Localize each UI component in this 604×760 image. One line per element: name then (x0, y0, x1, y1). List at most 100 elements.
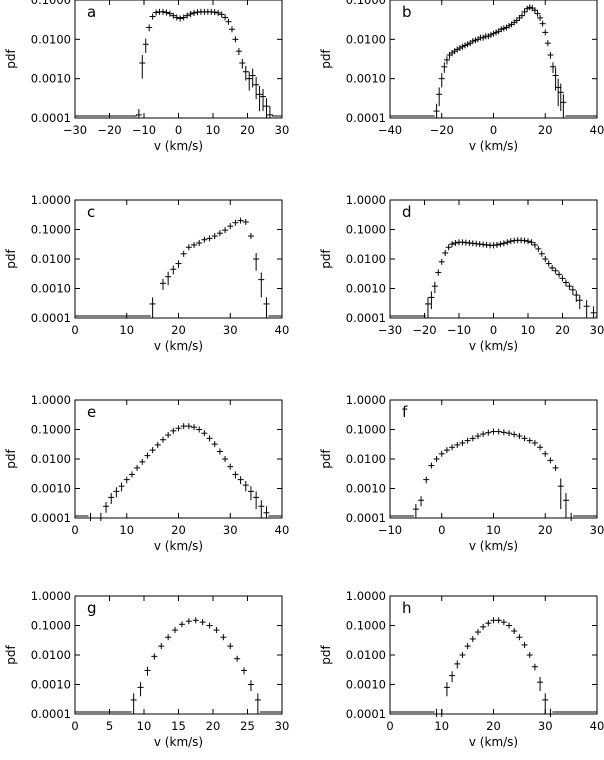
data-point (206, 622, 213, 629)
data-point (196, 426, 203, 433)
data-point (500, 429, 507, 436)
data-point (237, 217, 244, 224)
x-tick-label: 40 (275, 523, 290, 537)
data-point (462, 42, 469, 49)
x-tick-label: −30 (63, 123, 87, 137)
plot-frame (389, 0, 598, 119)
data-point (516, 634, 523, 641)
x-tick-label: 20 (171, 523, 186, 537)
data-point (166, 10, 173, 17)
data-point (490, 617, 497, 624)
chart-panel-e: 0 10 20 30 40 0.0001 0.0010 0.0100 0.1000 1.0000 v… (4, 393, 289, 553)
data-point (225, 18, 232, 25)
data-point (531, 241, 538, 248)
data-point (253, 77, 260, 100)
x-axis-label: v (km/s) (154, 539, 203, 553)
data-point (256, 86, 263, 112)
data-point (165, 432, 172, 439)
data-point (185, 244, 192, 251)
x-tick-label: −40 (378, 123, 402, 137)
y-tick-label: 0.0010 (346, 72, 386, 86)
data-point (562, 493, 569, 518)
y-tick-label: 1.0000 (31, 393, 71, 407)
data-point (246, 71, 253, 91)
y-axis-label: pdf (319, 645, 333, 665)
data-point (172, 627, 179, 634)
x-tick-label: 20 (171, 323, 186, 337)
y-axis-label: pdf (4, 449, 18, 469)
data-point (500, 25, 507, 32)
y-tick-label: 0.1000 (346, 619, 386, 633)
data-point (128, 471, 135, 478)
y-tick-label: 0.0010 (346, 282, 386, 296)
data-point (537, 444, 544, 451)
data-point (547, 457, 554, 464)
data-point (435, 269, 442, 276)
x-tick-label: 40 (275, 323, 290, 337)
data-point (211, 9, 218, 16)
x-tick-label: 30 (538, 719, 553, 733)
data-point (552, 464, 559, 471)
data-point (184, 12, 191, 19)
data-point (456, 45, 463, 52)
y-tick-label: 1.0000 (346, 393, 386, 407)
x-tick-label: 10 (434, 719, 449, 733)
data-point (487, 31, 494, 38)
data-point (521, 237, 528, 244)
data-point (569, 286, 576, 296)
chart-panel-c: 0 10 20 30 40 0.0001 0.0010 0.0100 0.1000 1.0000 v… (4, 193, 289, 353)
data-point (438, 72, 445, 88)
data-point (134, 464, 141, 471)
data-point (550, 62, 557, 73)
data-point (196, 239, 203, 246)
data-point (144, 666, 151, 676)
panel-label: d (402, 203, 412, 221)
data-point (253, 252, 260, 271)
y-tick-label: 0.1000 (31, 0, 71, 7)
x-axis-label: v (km/s) (469, 539, 518, 553)
data-point (242, 480, 249, 492)
data-point (170, 427, 177, 434)
data-point (556, 271, 563, 278)
x-tick-label: 30 (590, 523, 604, 537)
data-point (227, 223, 234, 230)
y-axis-label: pdf (319, 49, 333, 69)
y-tick-label: 0.1000 (346, 0, 386, 7)
data-point (526, 652, 533, 658)
panel-label: b (402, 3, 412, 21)
data-point (495, 428, 502, 435)
x-tick-label: 0 (490, 123, 497, 137)
data-point (506, 22, 513, 29)
y-tick-label: 0.0001 (31, 707, 71, 721)
panel-label: f (402, 403, 408, 421)
y-tick-label: 0.1000 (346, 423, 386, 437)
y-tick-label: 1.0000 (346, 589, 386, 603)
data-point (232, 36, 239, 43)
data-point (187, 11, 194, 18)
data-point (590, 306, 597, 318)
data-point (485, 429, 492, 436)
data-point (539, 20, 546, 27)
data-point (480, 431, 487, 438)
data-point (443, 447, 450, 454)
x-tick-label: 10 (137, 719, 152, 733)
data-point (443, 56, 450, 65)
data-point (149, 13, 156, 20)
x-tick-label: −10 (447, 323, 471, 337)
data-point (500, 619, 507, 626)
x-tick-label: 20 (486, 719, 501, 733)
data-point (423, 476, 430, 484)
data-point (583, 300, 590, 318)
x-axis-label: v (km/s) (154, 735, 203, 749)
data-point (557, 478, 564, 510)
data-point (142, 38, 149, 53)
plot-frame (74, 199, 283, 319)
data-point (436, 87, 443, 107)
data-point (493, 241, 500, 248)
y-tick-label: 0.0001 (31, 111, 71, 125)
data-point (239, 58, 246, 69)
data-point (433, 103, 440, 118)
data-point (497, 241, 504, 248)
y-tick-label: 0.0001 (31, 311, 71, 325)
